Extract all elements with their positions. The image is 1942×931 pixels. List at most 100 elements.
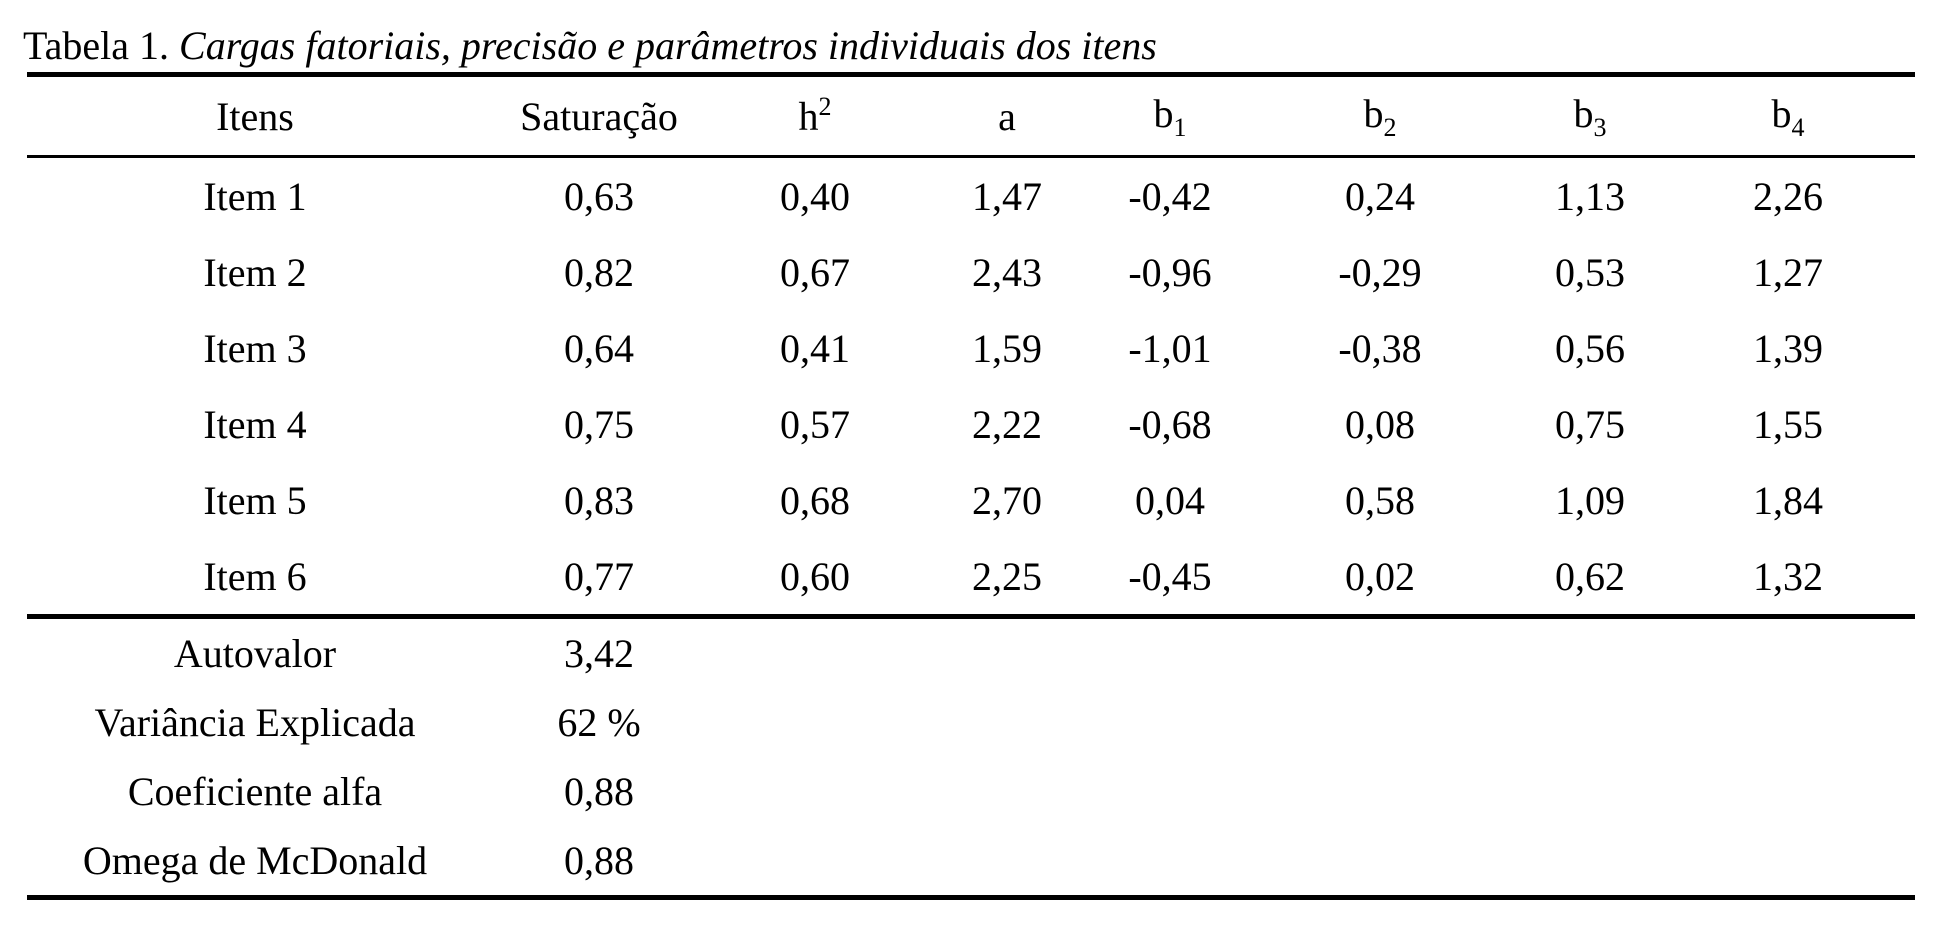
table-cell: 0,56: [1555, 325, 1625, 371]
summary-label: Coeficiente alfa: [127, 769, 383, 814]
table-caption-title: Cargas fatoriais, precisão e parâmetros …: [179, 23, 1157, 68]
row-label: Item 2: [203, 249, 307, 295]
row-label: Item 1: [203, 173, 307, 219]
row-label: Item 6: [203, 553, 307, 599]
table-cell: 0,75: [1555, 401, 1625, 447]
summary-value: 0,88: [564, 769, 634, 814]
table-cell: 0,08: [1345, 401, 1415, 447]
table-cell: 0,67: [780, 249, 850, 295]
col-header-label: a: [998, 93, 1016, 139]
summary-row: Omega de McDonald 0,88: [27, 826, 1915, 898]
table-cell: 1,27: [1753, 249, 1823, 295]
col-header-subscript: 2: [1383, 112, 1397, 142]
empty-cell: [1099, 826, 1241, 898]
table-cell: 2,70: [972, 477, 1042, 523]
col-header-b2: b2: [1241, 75, 1519, 157]
empty-cell: [1661, 757, 1915, 826]
col-header-label: h: [798, 93, 819, 139]
table-summary: Autovalor 3,42 Variância Explicada 62 % …: [27, 617, 1915, 898]
table-header: Itens Saturação h 2 a b1 b2 b 3 b 4: [27, 75, 1915, 157]
empty-cell: [1099, 757, 1241, 826]
col-header-saturacao: Saturação: [483, 75, 715, 157]
col-header-itens: Itens: [27, 75, 483, 157]
table-cell: 0,58: [1345, 477, 1415, 523]
row-label: Item 4: [203, 401, 307, 447]
table-cell: 0,77: [564, 553, 634, 599]
empty-cell: [915, 688, 1099, 757]
table-row: Item 4 0,75 0,57 2,22 -0,68 0,08 0,75 1,…: [27, 386, 1915, 462]
table-cell: 0,83: [564, 477, 634, 523]
col-header-b1: b1: [1099, 75, 1241, 157]
col-header-label: b: [1363, 90, 1384, 136]
empty-cell: [915, 757, 1099, 826]
table-cell: 0,82: [564, 249, 634, 295]
col-header-subscript: 1: [1173, 112, 1187, 142]
table-row: Item 2 0,82 0,67 2,43 -0,96 -0,29 0,53 1…: [27, 234, 1915, 310]
table-cell: -0,38: [1338, 325, 1422, 371]
summary-row: Variância Explicada 62 %: [27, 688, 1915, 757]
col-header-label: Itens: [216, 93, 294, 139]
table-cell: 2,26: [1753, 173, 1823, 219]
table-cell: -0,42: [1128, 173, 1212, 219]
table-cell: 1,84: [1753, 477, 1823, 523]
empty-cell: [715, 826, 915, 898]
table-caption: Tabela 1. Cargas fatoriais, precisão e p…: [23, 22, 1157, 69]
empty-cell: [1519, 826, 1661, 898]
table-cell: 0,24: [1345, 173, 1415, 219]
summary-label: Autovalor: [173, 631, 337, 676]
row-label: Item 3: [203, 325, 307, 371]
table-cell: -1,01: [1128, 325, 1212, 371]
empty-cell: [1241, 757, 1519, 826]
table-row: Item 5 0,83 0,68 2,70 0,04 0,58 1,09 1,8…: [27, 462, 1915, 538]
row-label: Item 5: [203, 477, 307, 523]
empty-cell: [1099, 688, 1241, 757]
col-header-subscript: 4: [1791, 112, 1805, 142]
summary-label: Omega de McDonald: [82, 838, 428, 883]
table-cell: 0,68: [780, 477, 850, 523]
table-cell: 0,53: [1555, 249, 1625, 295]
empty-cell: [1661, 826, 1915, 898]
summary-value: 62 %: [557, 700, 641, 745]
col-header-label: Saturação: [520, 93, 678, 139]
table-body: Item 1 0,63 0,40 1,47 -0,42 0,24 1,13 2,…: [27, 157, 1915, 617]
empty-cell: [1661, 688, 1915, 757]
table-cell: 0,02: [1345, 553, 1415, 599]
empty-cell: [1661, 617, 1915, 689]
empty-cell: [1099, 617, 1241, 689]
empty-cell: [1519, 688, 1661, 757]
table-caption-label: Tabela 1.: [23, 23, 180, 68]
empty-cell: [1519, 617, 1661, 689]
summary-row: Coeficiente alfa 0,88: [27, 757, 1915, 826]
empty-cell: [715, 757, 915, 826]
empty-cell: [915, 617, 1099, 689]
empty-cell: [715, 688, 915, 757]
table-cell: 2,22: [972, 401, 1042, 447]
summary-label: Variância Explicada: [94, 700, 416, 745]
empty-cell: [915, 826, 1099, 898]
col-header-subscript: 3: [1593, 112, 1607, 142]
col-header-a: a: [915, 75, 1099, 157]
table-cell: 1,55: [1753, 401, 1823, 447]
table-cell: 0,41: [780, 325, 850, 371]
table-cell: 2,43: [972, 249, 1042, 295]
table-cell: 1,09: [1555, 477, 1625, 523]
header-row: Itens Saturação h 2 a b1 b2 b 3 b 4: [27, 75, 1915, 157]
results-table: Itens Saturação h 2 a b1 b2 b 3 b 4 Item 1 …: [27, 72, 1915, 900]
summary-value: 0,88: [564, 838, 634, 883]
table-cell: 0,60: [780, 553, 850, 599]
table-cell: -0,45: [1128, 553, 1212, 599]
table-cell: 0,57: [780, 401, 850, 447]
table-cell: 0,40: [780, 173, 850, 219]
table-row: Item 3 0,64 0,41 1,59 -1,01 -0,38 0,56 1…: [27, 310, 1915, 386]
col-header-label: b: [1153, 90, 1174, 136]
table-cell: 0,62: [1555, 553, 1625, 599]
table-cell: -0,29: [1338, 249, 1422, 295]
table-cell: -0,96: [1128, 249, 1212, 295]
table-cell: 1,47: [972, 173, 1042, 219]
table-cell: 0,04: [1135, 477, 1205, 523]
table-cell: 0,75: [564, 401, 634, 447]
table-cell: 0,63: [564, 173, 634, 219]
table-cell: 1,39: [1753, 325, 1823, 371]
summary-value: 3,42: [564, 631, 634, 676]
